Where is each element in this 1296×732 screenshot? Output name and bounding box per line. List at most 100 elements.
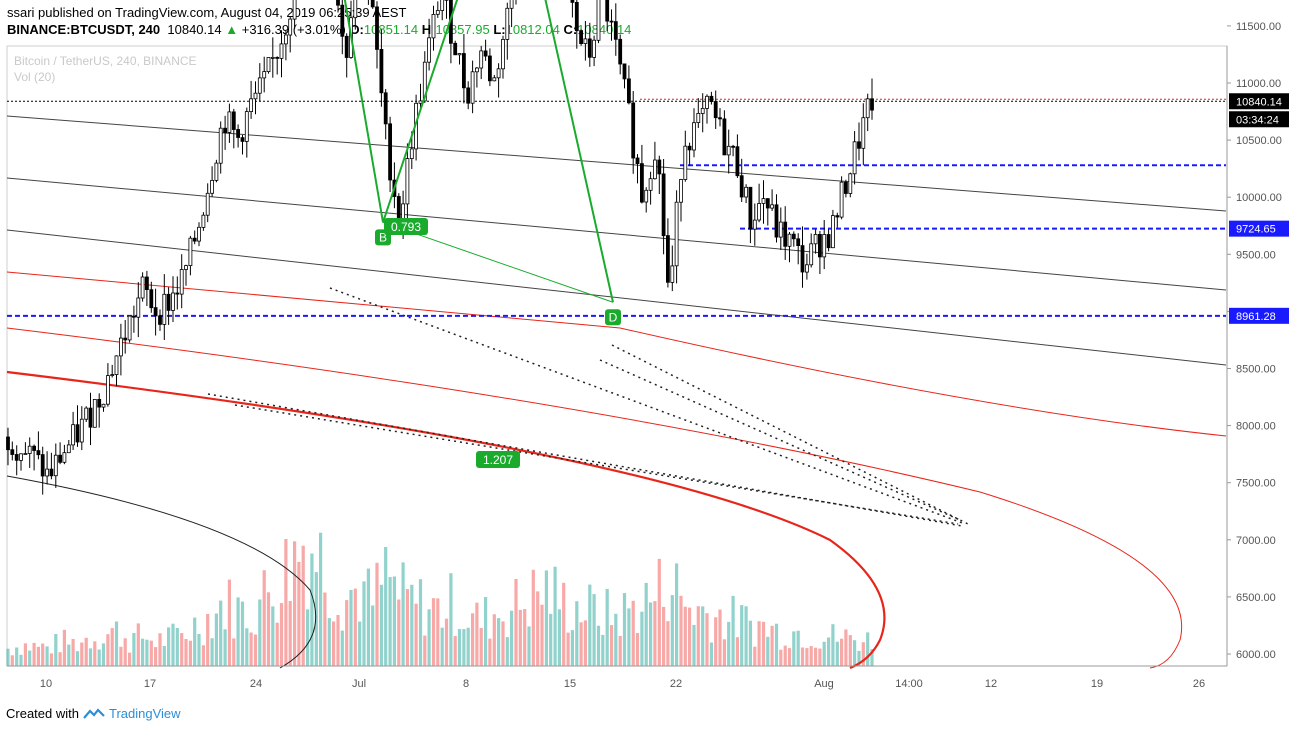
watermark-symbol: Bitcoin / TetherUS, 240, BINANCE [14,54,197,68]
candle-body [340,4,345,37]
candle-body [748,186,753,230]
candle-body [605,0,610,22]
candle-body [84,407,89,420]
candle-body [375,6,379,50]
candle-body [739,175,744,198]
last-price: 10840.14 [167,22,222,37]
candle-body [53,454,58,477]
candle-body [275,57,280,59]
candle-body [483,50,488,57]
footer: Created with TradingView [6,706,181,721]
volume-bar [28,650,32,666]
candle-body [166,293,171,311]
volume-bar [15,647,19,666]
volume-bar [675,563,679,666]
volume-bar [401,562,405,666]
volume-bar [787,648,792,666]
volume-bar [488,638,492,666]
volume-bar [449,573,453,666]
volume-bar [227,579,231,666]
candle-body [92,398,97,428]
volume-bar [23,643,27,666]
volume-bar [49,653,53,666]
trend-lines [6,98,1227,670]
volume-bar [197,634,201,666]
volume-bar [214,613,218,666]
candle-body [644,189,649,203]
volume-bar [848,635,852,666]
volume-bar [562,582,566,666]
volume-bar [501,621,505,666]
volume-bar [154,647,158,666]
regression-curve-lower [6,370,886,670]
candle-body [474,67,479,73]
candle-body [106,375,110,405]
symbol-label[interactable]: BINANCE:BTCUSDT, 240 [7,22,161,37]
volume-bar [722,639,726,666]
volume-bar [627,608,631,666]
candle-body [466,87,471,104]
candle-body [674,201,679,267]
candle-body [774,204,779,238]
candle-body [158,315,162,325]
candle-body [149,289,154,309]
volume-bar [431,598,436,666]
volume-bar [349,590,353,666]
ratio-line [382,221,614,303]
volume-bar [275,622,279,666]
volume-bar [757,621,761,666]
tradingview-brand[interactable]: TradingView [108,706,181,721]
candle-body [470,71,475,104]
candle-body [670,265,675,283]
time-tick-label: 17 [144,678,156,690]
pattern-leg [343,0,614,303]
volume-bar [45,646,49,666]
candle-body [62,452,67,463]
time-axis[interactable]: 10 17 24 Jul 8 15 22 Aug 14:00 12 19 26 [7,665,1227,690]
volume-bar [379,584,383,666]
volume-bar [171,623,175,666]
candle-body [813,233,818,245]
volume-bar [866,632,870,666]
candle-body [175,292,180,295]
volume-bar [497,618,501,666]
volume-bar [58,652,62,666]
volume-bar [358,621,362,666]
volume-bar [796,630,800,666]
candle-body [835,215,840,218]
volume-bar [41,643,45,666]
candle-body [279,43,284,59]
volume-bar [835,641,839,666]
candle-body [505,7,510,40]
candle-body [266,57,271,73]
publish-info: ssari published on TradingView.com, Augu… [7,5,407,20]
candle-body [214,162,219,181]
regression-curve-upper [6,271,1227,437]
candle-body [197,226,201,242]
volume-bar [601,634,605,666]
channel-line [6,115,1227,212]
volume-bar [353,588,357,666]
volume-bar [709,642,713,666]
volume-bar [727,621,731,666]
volume-bar [167,627,171,666]
volume-bar [583,620,587,666]
volume-bar [622,593,627,666]
time-tick-label: 8 [463,678,469,690]
volume-bar [575,601,579,666]
candle-body [501,39,505,70]
volume-bar [540,604,544,666]
volume-bar [514,579,518,666]
volume-bar [240,601,245,666]
volume-bar [410,584,414,666]
candle-body [479,50,484,69]
volume-bar [531,569,535,666]
volume-bar [853,640,857,666]
candle-body [583,38,588,45]
candle-body [431,13,436,39]
close-value: 10840.14 [577,22,632,37]
price-change: +316.39 (+3.01%) [241,22,346,37]
volume-bar [75,651,80,666]
